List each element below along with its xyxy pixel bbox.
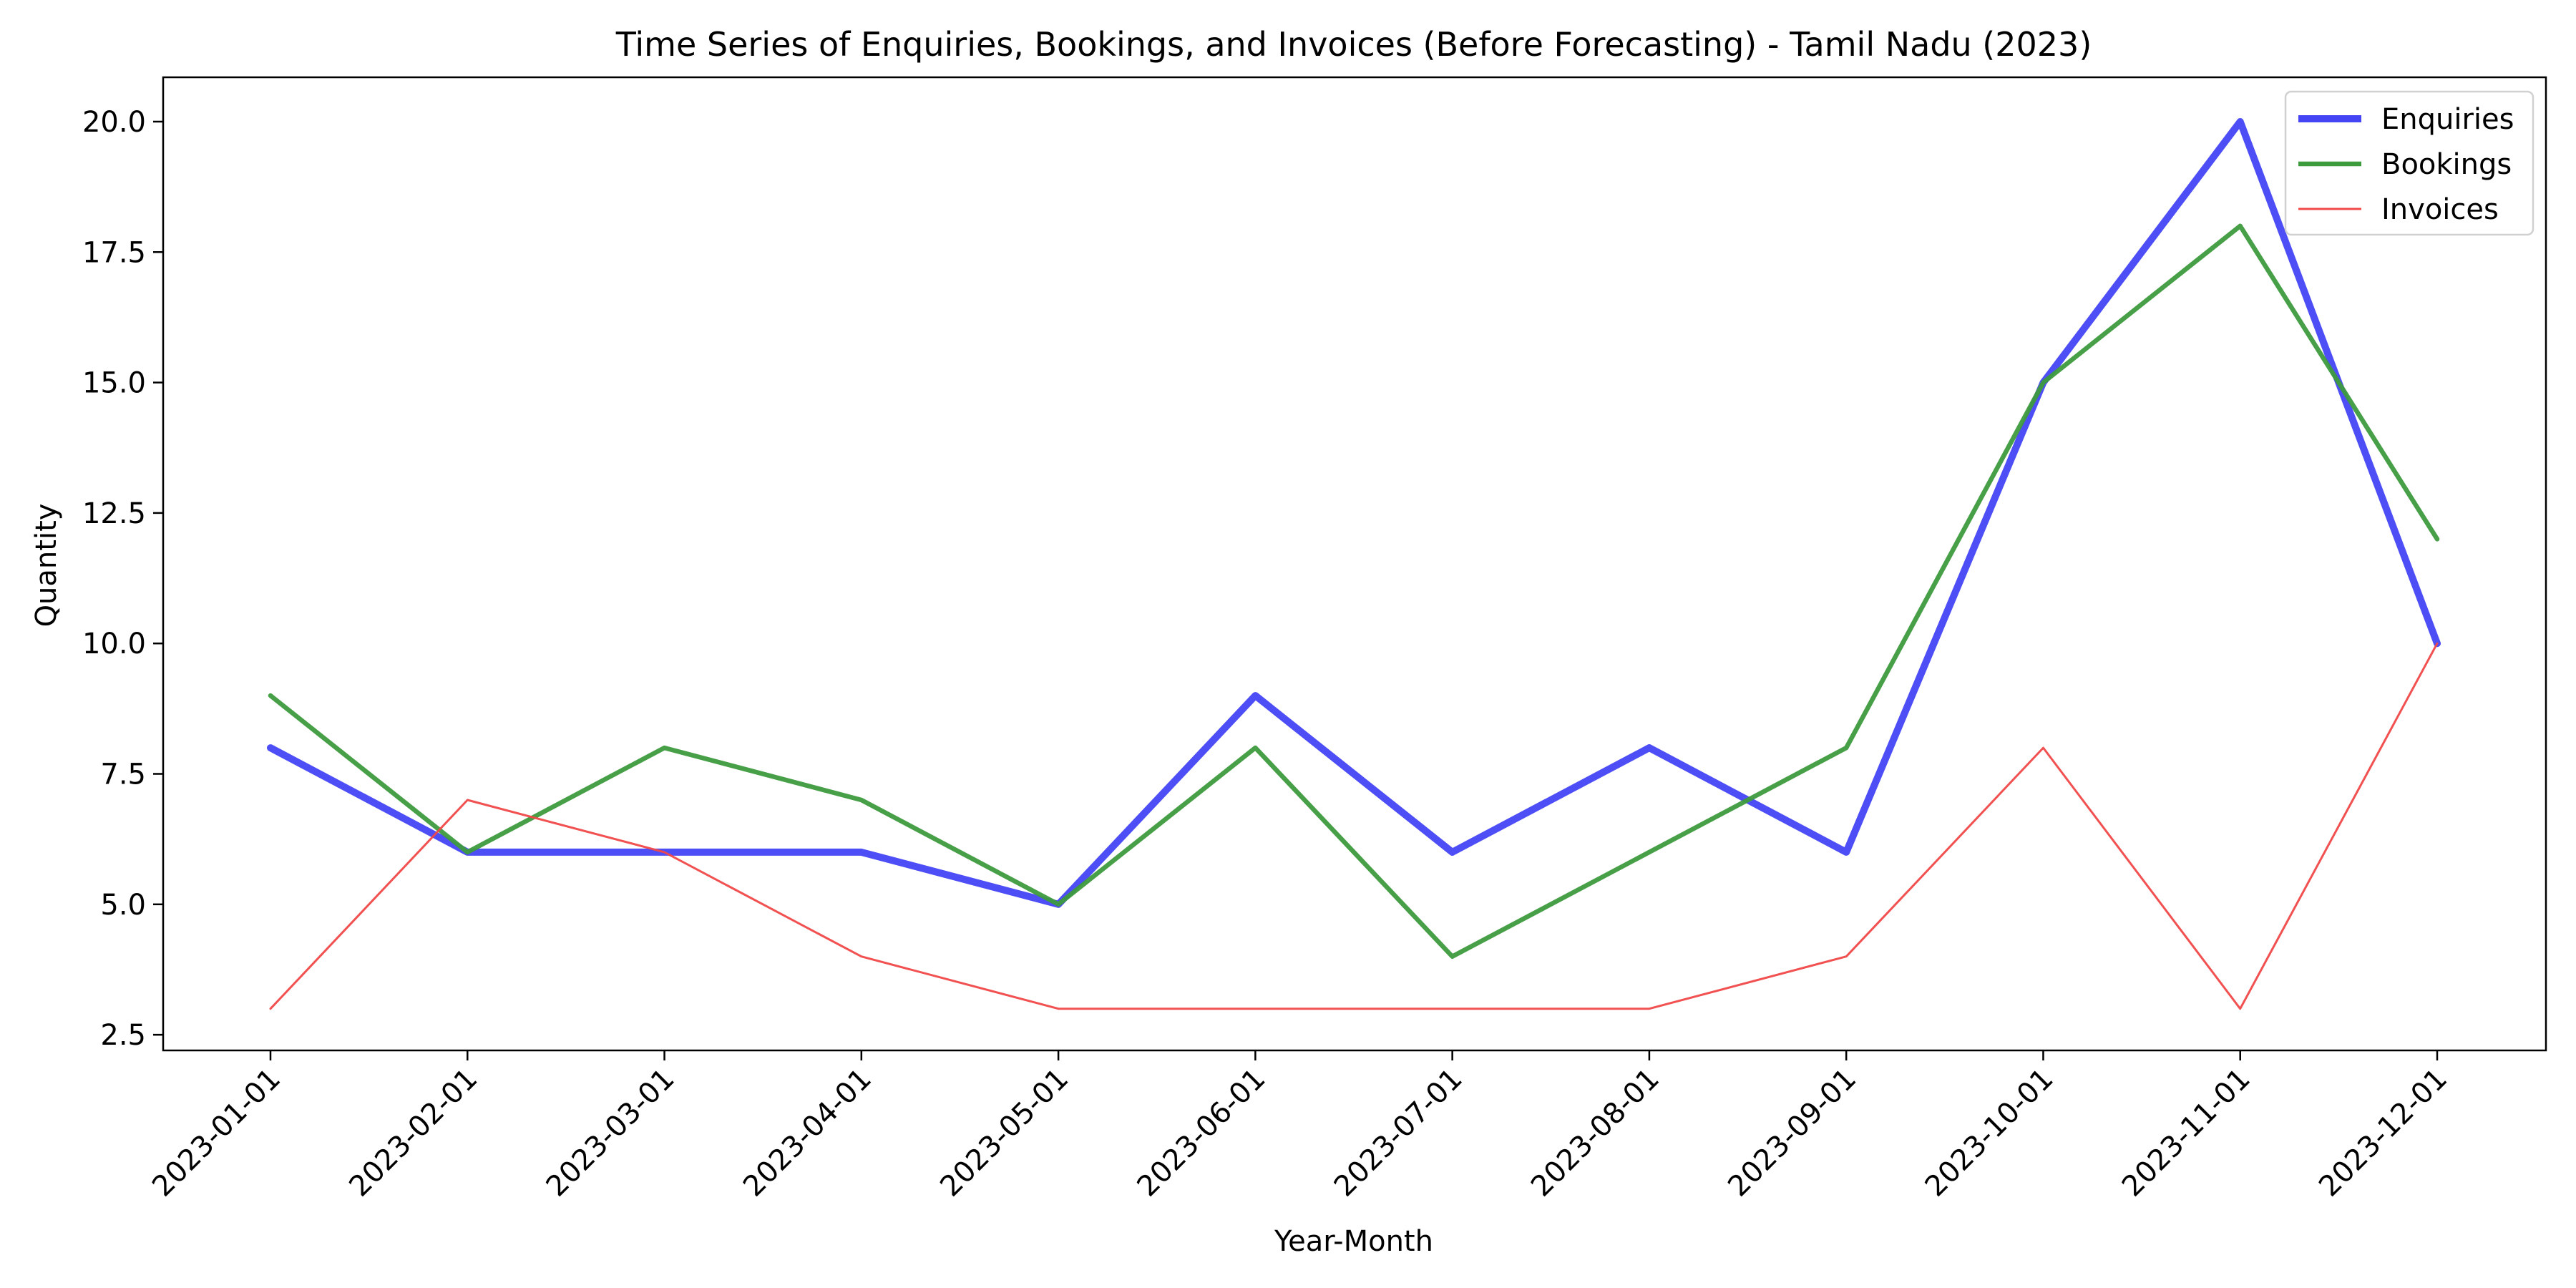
series-layer [267, 118, 2441, 1010]
x-tick-label: 2023-08-01 [1525, 1063, 1666, 1204]
y-axis-label: Quantity [30, 504, 63, 628]
y-tick-label: 7.5 [100, 758, 146, 791]
y-axis: 2.5 5.0 7.5 10.0 12.5 15.0 17.5 20.0 [82, 106, 163, 1052]
x-tick-label: 2023-07-01 [1328, 1063, 1469, 1204]
x-tick-label: 2023-11-01 [2116, 1063, 2257, 1204]
plot-frame [162, 76, 2547, 1052]
series-line-enquiries [267, 118, 2441, 908]
legend-label: Bookings [2381, 148, 2512, 181]
chart-title: Time Series of Enquiries, Bookings, and … [615, 25, 2092, 64]
y-tick-label: 10.0 [82, 628, 146, 660]
y-tick-label: 5.0 [100, 889, 146, 922]
y-tick-label: 2.5 [100, 1019, 146, 1052]
y-tick-label: 12.5 [82, 497, 146, 530]
x-tick-label: 2023-10-01 [1919, 1063, 2060, 1204]
x-tick-label: 2023-04-01 [737, 1063, 878, 1204]
legend-box [2284, 90, 2534, 236]
series-line-invoices [269, 642, 2439, 1010]
x-tick-label: 2023-12-01 [2313, 1063, 2454, 1204]
series-line-bookings [268, 223, 2440, 959]
x-tick-label: 2023-03-01 [540, 1063, 681, 1204]
x-tick-label: 2023-02-01 [343, 1063, 484, 1204]
x-tick-label: 2023-06-01 [1131, 1063, 1272, 1204]
x-tick-label: 2023-01-01 [146, 1063, 287, 1204]
x-tick-label: 2023-09-01 [1722, 1063, 1863, 1204]
y-tick-label: 20.0 [82, 106, 146, 139]
x-axis-label: Year-Month [1274, 1225, 1433, 1258]
y-tick-label: 15.0 [82, 367, 146, 400]
y-tick-label: 17.5 [82, 236, 146, 269]
plot-area [162, 76, 2547, 1052]
legend-label: Enquiries [2381, 103, 2514, 136]
x-tick-label: 2023-05-01 [934, 1063, 1075, 1204]
x-axis: 2023-01-01 2023-02-01 2023-03-01 2023-04-01… [146, 1050, 2454, 1203]
legend-label: Invoices [2381, 193, 2499, 226]
legend: Enquiries Bookings Invoices [2284, 90, 2534, 236]
